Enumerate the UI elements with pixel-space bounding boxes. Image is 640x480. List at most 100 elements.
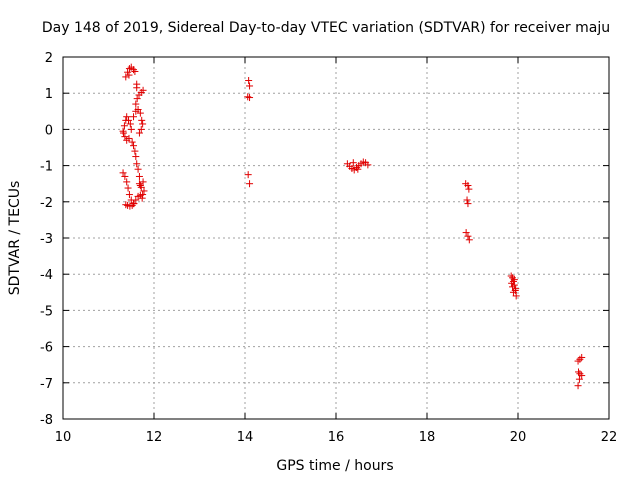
data-point: [119, 169, 127, 177]
data-point: [139, 86, 147, 94]
grid: [63, 57, 609, 419]
y-tick-label: 0: [45, 123, 53, 138]
y-tick-label: -4: [40, 268, 53, 283]
y-axis-label: SDTVAR / TECUs: [7, 181, 23, 296]
data-point: [136, 182, 144, 190]
x-tick-label: 16: [328, 430, 345, 445]
data-point: [509, 274, 517, 282]
data-point: [576, 355, 584, 363]
data-point: [120, 122, 128, 130]
data-point: [246, 180, 254, 188]
data-point: [138, 116, 146, 124]
data-point: [125, 71, 133, 79]
data-point: [136, 109, 144, 117]
data-point: [125, 65, 133, 73]
data-point: [128, 138, 136, 146]
y-tick-label: -6: [40, 341, 53, 356]
data-point: [364, 161, 372, 169]
data-point: [509, 277, 517, 285]
data-point: [134, 165, 142, 173]
data-point: [509, 283, 517, 291]
data-point: [122, 73, 130, 81]
data-point: [127, 125, 135, 133]
data-point: [244, 171, 252, 179]
data-point: [246, 82, 254, 90]
plot-frame: [62, 56, 610, 420]
y-tick-label: -2: [40, 196, 53, 211]
x-axis-label: GPS time / hours: [276, 458, 393, 474]
data-point: [128, 201, 136, 209]
data-point: [130, 113, 138, 121]
data-point: [512, 292, 520, 300]
data-point: [133, 160, 141, 168]
data-point: [135, 129, 143, 137]
data-point: [134, 105, 142, 113]
data-point: [512, 285, 520, 293]
data-point: [140, 187, 148, 195]
data-point: [124, 68, 132, 76]
data-point: [133, 95, 141, 103]
data-point: [131, 67, 139, 75]
data-point: [244, 93, 252, 101]
y-tick-label: 1: [45, 87, 53, 102]
data-point: [578, 372, 586, 380]
data-point: [126, 120, 134, 128]
data-point: [574, 357, 582, 365]
y-tick-label: 2: [45, 51, 53, 66]
data-point: [135, 180, 143, 188]
data-point: [139, 120, 147, 128]
data-point: [464, 182, 472, 190]
data-point: [462, 229, 470, 237]
x-tick-label: 22: [601, 430, 618, 445]
data-point: [130, 66, 138, 74]
chart-title: Day 148 of 2019, Sidereal Day-to-day VTE…: [42, 20, 610, 36]
data-point: [509, 288, 517, 296]
data-point: [132, 100, 140, 108]
x-tick-label: 20: [510, 430, 527, 445]
data-point: [121, 172, 129, 180]
data-point: [246, 94, 254, 102]
data-point: [127, 196, 135, 204]
data-point: [578, 353, 586, 361]
data-points: [119, 63, 586, 390]
data-point: [132, 153, 140, 161]
data-point: [120, 129, 128, 137]
y-tick-label: -7: [40, 377, 53, 392]
data-point: [125, 134, 133, 142]
data-point: [465, 185, 473, 193]
data-point: [123, 113, 131, 121]
x-tick-label: 18: [419, 430, 436, 445]
data-point: [354, 165, 362, 173]
data-point: [465, 236, 473, 244]
data-point: [245, 77, 253, 85]
data-point: [507, 272, 515, 280]
y-tick-label: -5: [40, 304, 53, 319]
data-point: [138, 194, 146, 202]
data-point: [464, 232, 472, 240]
data-point: [463, 196, 471, 204]
data-point: [575, 375, 583, 383]
data-point: [137, 125, 145, 133]
data-point: [131, 147, 139, 155]
data-point: [575, 368, 583, 376]
y-tick-label: -3: [40, 232, 53, 247]
data-point: [122, 201, 130, 209]
data-point: [137, 183, 145, 191]
y-tick-label: -8: [40, 413, 53, 428]
data-point: [139, 178, 147, 186]
data-point: [349, 159, 357, 167]
data-point: [510, 276, 518, 284]
data-point: [130, 200, 138, 208]
data-point: [133, 80, 141, 88]
data-point: [121, 133, 129, 141]
data-point: [135, 172, 143, 180]
x-tick-label: 12: [146, 430, 163, 445]
x-tick-label: 14: [237, 430, 254, 445]
data-point: [125, 116, 133, 124]
data-point: [124, 184, 132, 192]
data-point: [123, 178, 131, 186]
data-point: [130, 142, 138, 150]
y-tick-label: -1: [40, 160, 53, 175]
